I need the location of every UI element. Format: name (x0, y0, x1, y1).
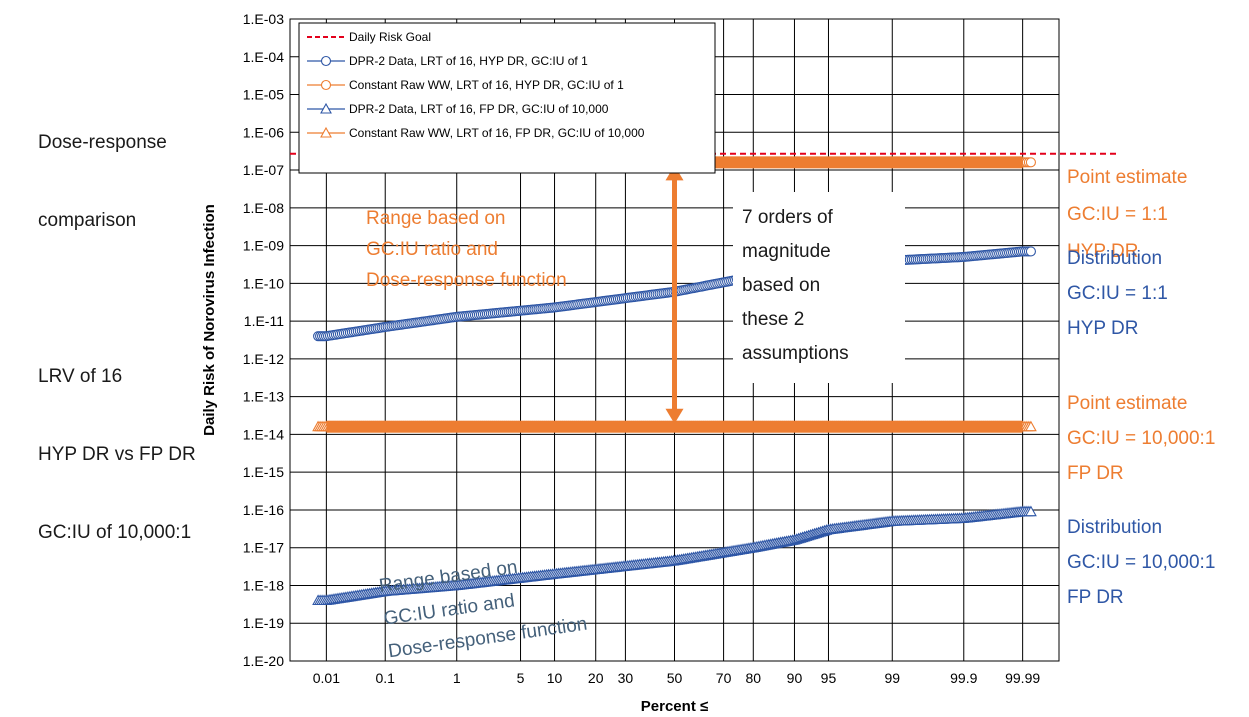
x-tick-label: 10 (547, 670, 563, 686)
legend-label: Constant Raw WW, LRT of 16, FP DR, GC:IU… (349, 126, 645, 140)
y-axis-title: Daily Risk of Norovirus Infection (201, 204, 218, 436)
series-3 (312, 505, 1037, 606)
x-tick-label: 95 (821, 670, 837, 686)
x-tick-label: 50 (667, 670, 683, 686)
x-tick-label: 30 (618, 670, 634, 686)
tick-labels: 1.E-03 1.E-04 1.E-05 1.E-06 1.E-07 1.E-08 1.E-… (243, 11, 1041, 686)
arrow-layer (326, 156, 1023, 433)
x-tick-label: 80 (745, 670, 761, 686)
annotation-orders-line: assumptions (742, 343, 849, 364)
side-note-line: HYP DR vs FP DR (38, 444, 196, 465)
annotation-point-estimate-top-line: HYP DR (1067, 241, 1138, 262)
annotation-point-estimate-bottom-line: Point estimate (1067, 393, 1187, 414)
side-note: Dose-response comparison LRV of 16 HYP D… (38, 78, 196, 572)
legend-label: Constant Raw WW, LRT of 16, HYP DR, GC:I… (349, 78, 624, 92)
x-tick-label: 99.9 (950, 670, 977, 686)
annotation-range-bottom-line: GC:IU ratio and (382, 590, 516, 629)
annotation-distribution-bottom-line: Distribution (1067, 517, 1162, 538)
series-point (1025, 246, 1036, 257)
axis-titles: Percent ≤ Daily Risk of Norovirus Infecti… (201, 204, 708, 715)
y-tick-label: 1.E-05 (243, 87, 284, 103)
y-tick-label: 1.E-20 (243, 653, 284, 669)
annotation-point-estimate-bottom-line: GC:IU = 10,000:1 (1067, 428, 1215, 449)
x-tick-label: 5 (517, 670, 525, 686)
annotation-distribution-bottom: Distribution GC:IU = 10,000:1 FP DR (1067, 517, 1215, 608)
y-tick-label: 1.E-14 (243, 426, 284, 442)
annotation-range-top-line: Dose-response function (366, 270, 567, 291)
y-tick-label: 1.E-10 (243, 275, 284, 291)
x-tick-label: 99.99 (1005, 670, 1040, 686)
x-axis-title: Percent ≤ (641, 698, 708, 715)
x-tick-label: 0.1 (375, 670, 395, 686)
legend-swatch-marker (320, 55, 332, 67)
series-point (1024, 420, 1037, 432)
x-tick-label: 1 (453, 670, 461, 686)
annotation-range-bottom: Range based onGC:IU ratio andDose-respon… (378, 548, 589, 662)
y-tick-label: 1.E-08 (243, 200, 284, 216)
y-tick-label: 1.E-03 (243, 11, 284, 27)
annotation-orders-line: these 2 (742, 309, 804, 330)
x-tick-label: 90 (787, 670, 803, 686)
x-tick-label: 20 (588, 670, 604, 686)
legend-label: DPR-2 Data, LRT of 16, HYP DR, GC:IU of … (349, 54, 588, 68)
annotation-orders-line: 7 orders of (742, 207, 834, 228)
series-point (1024, 505, 1037, 517)
annotation-distribution-top-line: GC:IU = 1:1 (1067, 283, 1168, 304)
y-tick-label: 1.E-04 (243, 49, 284, 65)
annotation-point-estimate-top-line: Point estimate (1067, 167, 1187, 188)
y-tick-label: 1.E-11 (244, 313, 284, 329)
annotation-orders: 7 orders of magnitude based on these 2 assum… (742, 207, 849, 364)
annotation-distribution-top-line: HYP DR (1067, 318, 1138, 339)
plot-frame (289, 18, 1060, 662)
y-tick-label: 1.E-13 (243, 389, 284, 405)
side-note-line: Dose-response (38, 132, 167, 153)
y-tick-label: 1.E-15 (243, 464, 284, 480)
y-tick-label: 1.E-12 (243, 351, 284, 367)
y-tick-label: 1.E-17 (243, 540, 284, 556)
arrow-head-down (665, 408, 684, 424)
annotation-point-estimate-bottom-line: FP DR (1067, 463, 1124, 484)
x-tick-label: 70 (716, 670, 732, 686)
annotation-range-top-line: GC:IU ratio and (366, 239, 498, 260)
y-tick-label: 1.E-16 (243, 502, 284, 518)
y-tick-label: 1.E-09 (243, 238, 284, 254)
side-note-line: comparison (38, 210, 137, 231)
y-tick-label: 1.E-07 (243, 162, 284, 178)
annotation-distribution-top-line: Distribution (1067, 248, 1162, 269)
legend-swatch-marker (320, 79, 332, 91)
y-tick-label: 1.E-19 (243, 615, 284, 631)
annotation-orders-line: based on (742, 275, 820, 296)
legend-label: Daily Risk Goal (349, 30, 431, 44)
x-tick-label: 0.01 (313, 670, 340, 686)
annotation-orders-line: magnitude (742, 241, 831, 262)
annotation-orders-box (733, 192, 905, 383)
range-bar-bottom (326, 420, 1023, 433)
annotation-distribution-top: Distribution GC:IU = 1:1 HYP DR (1067, 248, 1168, 339)
legend-swatch-marker (320, 102, 332, 114)
annotation-point-estimate-top: Point estimate GC:IU = 1:1 HYP DR (1067, 167, 1187, 262)
annotation-point-estimate-bottom: Point estimate GC:IU = 10,000:1 FP DR (1067, 393, 1215, 484)
legend-swatch-marker (320, 126, 332, 138)
annotation-range-top: Range based on GC:IU ratio and Dose-respon… (366, 208, 567, 291)
side-note-line: LRV of 16 (38, 366, 123, 387)
annotation-point-estimate-top-line: GC:IU = 1:1 (1067, 204, 1168, 225)
legend-label: DPR-2 Data, LRT of 16, FP DR, GC:IU of 1… (349, 102, 609, 116)
y-tick-label: 1.E-18 (243, 577, 284, 593)
y-tick-label: 1.E-06 (243, 124, 284, 140)
legend-box (298, 22, 716, 174)
x-tick-label: 99 (884, 670, 900, 686)
side-note-line: GC:IU of 10,000:1 (38, 522, 192, 543)
series-point (1025, 157, 1036, 168)
legend: Daily Risk Goal DPR-2 Data, LRT of 16, HY… (298, 22, 716, 174)
annotation-distribution-bottom-line: GC:IU = 10,000:1 (1067, 552, 1215, 573)
annotation-range-top-line: Range based on (366, 208, 505, 229)
annotations: Range based on GC:IU ratio and Dose-respon… (366, 167, 1215, 662)
annotation-distribution-bottom-line: FP DR (1067, 587, 1124, 608)
